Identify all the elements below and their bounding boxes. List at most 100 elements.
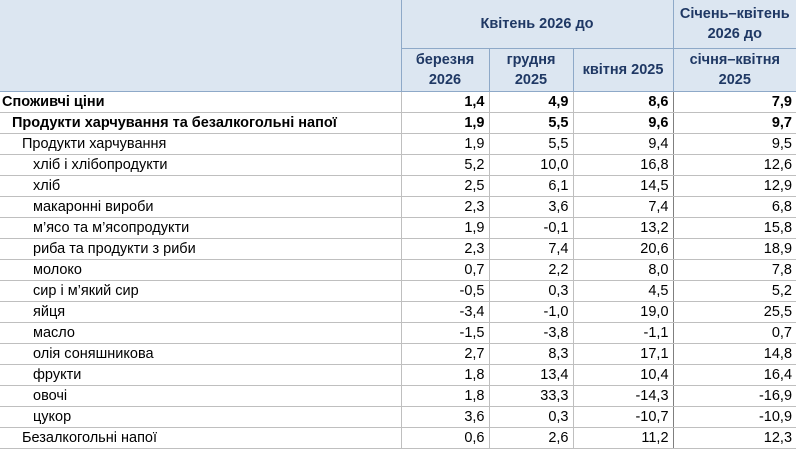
row-label: хліб: [0, 175, 401, 197]
row-value: 9,4: [572, 133, 674, 155]
table-row: хліб 2,5 6,1 14,5 12,9: [0, 175, 796, 197]
corner-header: [0, 0, 401, 92]
column-header-jan-apr: січня–квітня 2025: [672, 48, 796, 92]
table-row: олія соняшникова 2,7 8,3 17,1 14,8: [0, 343, 796, 365]
row-label: яйця: [0, 301, 401, 323]
row-value: 12,6: [672, 154, 796, 176]
row-value: 1,9: [400, 112, 489, 134]
table-row: Безалкогольні напої 0,6 2,6 11,2 12,3: [0, 427, 796, 449]
row-label: овочі: [0, 385, 401, 407]
row-value: -3,4: [400, 301, 489, 323]
row-value: 16,4: [672, 364, 796, 386]
row-value: 5,5: [488, 112, 573, 134]
table-row: молоко 0,7 2,2 8,0 7,8: [0, 259, 796, 281]
row-value: 0,7: [400, 259, 489, 281]
row-label: риба та продукти з риби: [0, 238, 401, 260]
row-value: -1,1: [572, 322, 674, 344]
table-row: риба та продукти з риби 2,3 7,4 20,6 18,9: [0, 238, 796, 260]
column-header-april: квітня 2025: [572, 48, 674, 92]
row-value: 12,3: [672, 427, 796, 449]
row-value: 5,5: [488, 133, 573, 155]
row-value: 4,5: [572, 280, 674, 302]
column-header-march: березня 2026: [400, 48, 489, 92]
row-value: 1,9: [400, 133, 489, 155]
row-value: 5,2: [400, 154, 489, 176]
row-value: -10,7: [572, 406, 674, 428]
row-label: м’ясо та м’ясопродукти: [0, 217, 401, 239]
table-row: Продукти харчування 1,9 5,5 9,4 9,5: [0, 133, 796, 155]
row-value: 0,7: [672, 322, 796, 344]
row-value: 10,4: [572, 364, 674, 386]
row-label: Споживчі ціни: [0, 91, 401, 113]
row-value: 12,9: [672, 175, 796, 197]
table-row: Споживчі ціни 1,4 4,9 8,6 7,9: [0, 91, 796, 113]
row-value: -1,0: [488, 301, 573, 323]
row-value: -1,5: [400, 322, 489, 344]
row-value: -3,8: [488, 322, 573, 344]
row-label: Продукти харчування: [0, 133, 401, 155]
row-value: 0,6: [400, 427, 489, 449]
row-value: 6,8: [672, 196, 796, 218]
row-value: 7,8: [672, 259, 796, 281]
row-label: Безалкогольні напої: [0, 427, 401, 449]
row-value: 1,4: [400, 91, 489, 113]
table-row: макаронні вироби 2,3 3,6 7,4 6,8: [0, 196, 796, 218]
row-value: 7,4: [572, 196, 674, 218]
row-value: -14,3: [572, 385, 674, 407]
row-value: 4,9: [488, 91, 573, 113]
row-value: 3,6: [400, 406, 489, 428]
row-label: цукор: [0, 406, 401, 428]
row-value: -10,9: [672, 406, 796, 428]
table-row: фрукти 1,8 13,4 10,4 16,4: [0, 364, 796, 386]
row-value: 13,4: [488, 364, 573, 386]
row-label: макаронні вироби: [0, 196, 401, 218]
row-value: 7,9: [672, 91, 796, 113]
column-header-december: грудня 2025: [488, 48, 573, 92]
table-row: яйця -3,4 -1,0 19,0 25,5: [0, 301, 796, 323]
row-value: 2,3: [400, 238, 489, 260]
row-value: 15,8: [672, 217, 796, 239]
row-value: 6,1: [488, 175, 573, 197]
row-value: 2,5: [400, 175, 489, 197]
row-label: Продукти харчування та безалкогольні нап…: [0, 112, 401, 134]
row-value: 8,3: [488, 343, 573, 365]
row-value: 25,5: [672, 301, 796, 323]
table-row: м’ясо та м’ясопродукти 1,9 -0,1 13,2 15,8: [0, 217, 796, 239]
row-value: 19,0: [572, 301, 674, 323]
row-value: -0,5: [400, 280, 489, 302]
row-value: 16,8: [572, 154, 674, 176]
row-value: 14,8: [672, 343, 796, 365]
row-value: 2,7: [400, 343, 489, 365]
row-value: -16,9: [672, 385, 796, 407]
table-row: цукор 3,6 0,3 -10,7 -10,9: [0, 406, 796, 428]
row-value: 5,2: [672, 280, 796, 302]
table-row: сир і м’який сир -0,5 0,3 4,5 5,2: [0, 280, 796, 302]
row-value: 8,6: [572, 91, 674, 113]
row-value: 9,5: [672, 133, 796, 155]
row-value: 2,6: [488, 427, 573, 449]
row-label: масло: [0, 322, 401, 344]
row-value: 1,8: [400, 385, 489, 407]
row-label: олія соняшникова: [0, 343, 401, 365]
row-label: молоко: [0, 259, 401, 281]
table-row: хліб і хлібопродукти 5,2 10,0 16,8 12,6: [0, 154, 796, 176]
row-label: хліб і хлібопродукти: [0, 154, 401, 176]
row-value: -0,1: [488, 217, 573, 239]
row-value: 8,0: [572, 259, 674, 281]
row-value: 7,4: [488, 238, 573, 260]
row-value: 20,6: [572, 238, 674, 260]
row-value: 11,2: [572, 427, 674, 449]
row-value: 3,6: [488, 196, 573, 218]
row-label: сир і м’який сир: [0, 280, 401, 302]
row-value: 1,9: [400, 217, 489, 239]
row-value: 9,7: [672, 112, 796, 134]
row-value: 14,5: [572, 175, 674, 197]
group-header: Квітень 2026 до: [400, 0, 674, 49]
row-value: 2,2: [488, 259, 573, 281]
row-label: фрукти: [0, 364, 401, 386]
row-value: 9,6: [572, 112, 674, 134]
table-row: овочі 1,8 33,3 -14,3 -16,9: [0, 385, 796, 407]
table-row: Продукти харчування та безалкогольні нап…: [0, 112, 796, 134]
row-value: 1,8: [400, 364, 489, 386]
